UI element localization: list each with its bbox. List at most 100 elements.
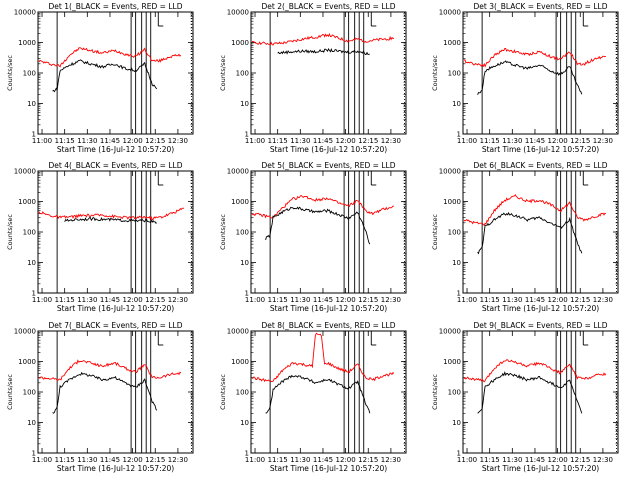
plot-frame	[462, 330, 619, 454]
x-axis-label: Start Time (16-Jul-12 10:57:20)	[57, 145, 174, 154]
series-lld-line	[38, 207, 184, 221]
x-tick-label: 11:30	[77, 296, 97, 304]
plot-frame	[250, 11, 407, 135]
x-axis-label: Start Time (16-Jul-12 10:57:20)	[270, 464, 387, 473]
series-lld-line	[38, 47, 182, 68]
plot-frame	[462, 170, 619, 294]
series-lld-line	[38, 359, 182, 382]
y-tick-label: 1000	[443, 39, 461, 47]
y-tick-label: 100	[236, 70, 249, 78]
series-events-line	[477, 60, 583, 95]
x-tick-label: 11:15	[480, 137, 500, 145]
y-tick-label: 1	[457, 450, 461, 458]
y-tick-label: 1000	[231, 198, 249, 206]
chart-title: Det 8(_BLACK = Events, RED = LLD	[262, 321, 396, 330]
x-tick-label: 11:15	[268, 296, 288, 304]
y-tick-label: 10000	[14, 328, 36, 336]
x-tick-label: 11:45	[100, 137, 120, 145]
x-tick-label: 12:00	[123, 456, 143, 464]
chart-title: Det 4(_BLACK = Events, RED = LLD	[49, 161, 183, 170]
x-axis-label: Start Time (16-Jul-12 10:57:20)	[270, 304, 387, 313]
y-tick-label: 10000	[227, 168, 249, 176]
x-tick-label: 12:00	[336, 456, 356, 464]
y-tick-label: 10000	[14, 168, 36, 176]
x-tick-label: 11:15	[480, 456, 500, 464]
x-tick-label: 11:00	[457, 137, 477, 145]
panel-det-5: Det 5(_BLACK = Events, RED = LLD 1 10 100 10…	[219, 161, 407, 313]
series-events-line	[52, 371, 158, 414]
y-tick-label: 10000	[439, 9, 461, 17]
chart-title: Det 3(_BLACK = Events, RED = LLD	[474, 2, 608, 11]
x-tick-label: 12:00	[336, 296, 356, 304]
x-tick-label: 11:45	[525, 456, 545, 464]
y-tick-label: 10	[452, 259, 461, 267]
plot-frame	[37, 11, 194, 135]
series-events-line	[265, 206, 371, 245]
y-tick-label: 1	[32, 290, 36, 298]
chart-title: Det 2(_BLACK = Events, RED = LLD	[262, 2, 396, 11]
y-tick-label: 1000	[231, 358, 249, 366]
y-tick-label: 10	[240, 100, 249, 108]
y-tick-label: 1	[457, 131, 461, 139]
y-tick-label: 1000	[231, 39, 249, 47]
x-tick-label: 12:00	[548, 456, 568, 464]
x-tick-label: 11:45	[313, 456, 333, 464]
x-tick-label: 11:45	[313, 296, 333, 304]
series-events-line	[52, 59, 158, 93]
y-axis-label: Counts/sec	[431, 214, 439, 250]
y-tick-label: 1000	[18, 39, 36, 47]
series-events-line	[277, 47, 370, 56]
panel-det-1: Det 1(_BLACK = Events, RED = LLD 1 10 100 10…	[6, 2, 194, 154]
x-tick-label: 12:30	[381, 456, 401, 464]
y-tick-label: 10	[452, 419, 461, 427]
y-tick-label: 100	[448, 229, 461, 237]
y-axis-label: Counts/sec	[219, 55, 227, 91]
y-tick-label: 10	[240, 259, 249, 267]
series-events-line	[265, 374, 371, 414]
y-axis-label: Counts/sec	[219, 214, 227, 250]
y-axis-label: Counts/sec	[6, 55, 14, 91]
x-tick-label: 12:15	[358, 456, 378, 464]
x-tick-label: 11:30	[290, 296, 310, 304]
x-tick-label: 12:00	[548, 137, 568, 145]
y-tick-label: 100	[23, 229, 36, 237]
chart-title: Det 7(_BLACK = Events, RED = LLD	[49, 321, 183, 330]
series-lld-line	[251, 32, 395, 46]
x-tick-label: 12:15	[145, 456, 165, 464]
y-tick-label: 1000	[18, 358, 36, 366]
x-tick-label: 11:30	[77, 137, 97, 145]
y-tick-label: 10000	[227, 9, 249, 17]
y-tick-label: 1000	[18, 198, 36, 206]
y-tick-label: 100	[448, 389, 461, 397]
y-tick-label: 1000	[443, 198, 461, 206]
series-events-line	[477, 211, 583, 255]
x-axis-label: Start Time (16-Jul-12 10:57:20)	[57, 304, 174, 313]
y-tick-label: 100	[23, 389, 36, 397]
panel-det-8: Det 8(_BLACK = Events, RED = LLD 1 10 100 10…	[219, 321, 407, 473]
y-tick-label: 10000	[14, 9, 36, 17]
series-lld-line	[463, 193, 607, 226]
chart-title: Det 5(_BLACK = Events, RED = LLD	[262, 161, 396, 170]
x-tick-label: 12:00	[336, 137, 356, 145]
panel-det-7: Det 7(_BLACK = Events, RED = LLD 1 10 100 10…	[6, 321, 194, 473]
x-tick-label: 12:30	[381, 137, 401, 145]
y-tick-label: 1	[32, 131, 36, 139]
chart-title: Det 6(_BLACK = Events, RED = LLD	[474, 161, 608, 170]
x-tick-label: 12:15	[570, 137, 590, 145]
y-tick-label: 1	[245, 450, 249, 458]
x-tick-label: 12:30	[593, 137, 613, 145]
series-events-line	[477, 371, 583, 414]
x-tick-label: 12:30	[168, 296, 188, 304]
x-tick-label: 11:30	[502, 456, 522, 464]
x-tick-label: 12:30	[593, 296, 613, 304]
x-tick-label: 12:00	[123, 137, 143, 145]
y-tick-label: 1	[32, 450, 36, 458]
x-tick-label: 11:30	[290, 456, 310, 464]
x-tick-label: 11:00	[32, 137, 52, 145]
x-tick-label: 11:45	[525, 137, 545, 145]
x-tick-label: 12:00	[548, 296, 568, 304]
x-tick-label: 11:30	[502, 296, 522, 304]
series-events-line	[64, 216, 157, 224]
series-lld-line	[463, 359, 607, 383]
x-tick-label: 11:15	[268, 137, 288, 145]
